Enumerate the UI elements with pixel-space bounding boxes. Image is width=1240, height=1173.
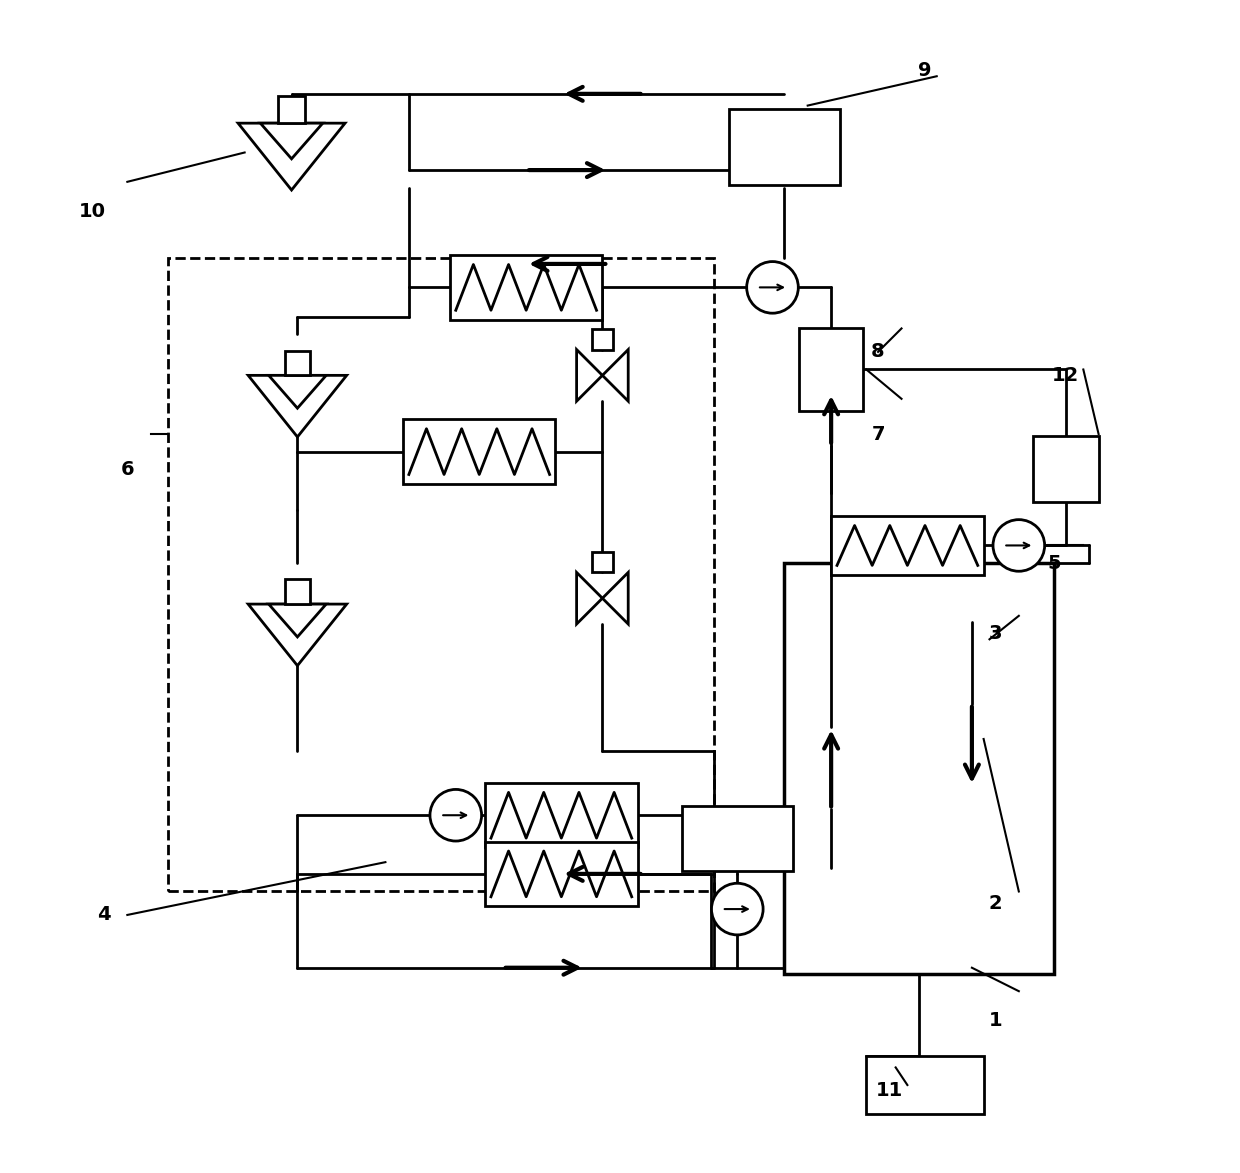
Polygon shape: [260, 123, 322, 158]
Bar: [485, 842, 637, 906]
Polygon shape: [577, 572, 603, 624]
Bar: [278, 96, 305, 123]
Bar: [591, 551, 613, 572]
Text: 6: 6: [120, 460, 134, 479]
Bar: [169, 258, 714, 891]
Text: 4: 4: [97, 906, 110, 924]
Polygon shape: [269, 604, 326, 637]
Text: 5: 5: [1048, 554, 1061, 572]
Polygon shape: [577, 350, 603, 401]
Bar: [591, 328, 613, 350]
Bar: [799, 328, 863, 411]
Bar: [682, 807, 794, 870]
Circle shape: [430, 789, 481, 841]
Bar: [285, 579, 310, 604]
Text: 11: 11: [877, 1082, 904, 1100]
Polygon shape: [603, 350, 629, 401]
Polygon shape: [603, 572, 629, 624]
Polygon shape: [248, 375, 347, 436]
Bar: [450, 255, 603, 319]
Circle shape: [993, 520, 1044, 571]
Text: 1: 1: [988, 1011, 1002, 1030]
Polygon shape: [248, 604, 347, 666]
Bar: [867, 1056, 983, 1114]
Text: 7: 7: [872, 425, 885, 443]
Bar: [285, 351, 310, 375]
Bar: [831, 516, 983, 575]
Text: 9: 9: [919, 61, 931, 80]
Bar: [729, 109, 839, 184]
Polygon shape: [269, 375, 326, 408]
Bar: [784, 563, 1054, 974]
Text: 8: 8: [872, 343, 885, 361]
Bar: [403, 419, 556, 483]
Text: 12: 12: [1052, 366, 1079, 385]
Polygon shape: [238, 123, 345, 190]
Bar: [1033, 436, 1099, 502]
Text: 2: 2: [988, 894, 1002, 913]
Circle shape: [746, 262, 799, 313]
Text: 3: 3: [988, 624, 1002, 643]
Circle shape: [712, 883, 763, 935]
Text: 10: 10: [78, 202, 105, 221]
Bar: [485, 784, 637, 847]
